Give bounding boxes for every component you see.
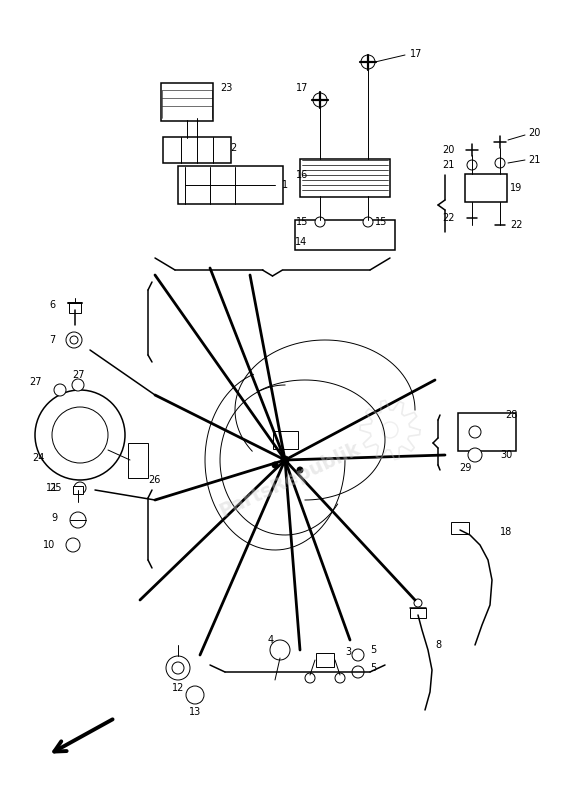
Text: 25: 25 [49, 483, 62, 493]
Bar [73, 486, 83, 494]
Text: 6: 6 [49, 300, 55, 310]
Text: 22: 22 [443, 213, 455, 223]
Circle shape [352, 649, 364, 661]
Text: 21: 21 [528, 155, 541, 165]
Text: 11: 11 [46, 483, 58, 493]
Bar [273, 431, 298, 449]
Text: 23: 23 [220, 83, 233, 93]
Text: 29: 29 [459, 463, 471, 473]
Circle shape [72, 379, 84, 391]
Circle shape [468, 448, 482, 462]
Circle shape [352, 666, 364, 678]
Circle shape [272, 462, 278, 468]
Text: 14: 14 [295, 237, 307, 247]
Bar [163, 137, 231, 163]
Circle shape [52, 407, 108, 463]
Circle shape [469, 426, 481, 438]
Bar [451, 522, 469, 534]
Bar [69, 303, 81, 313]
Circle shape [35, 390, 125, 480]
Bar [465, 174, 507, 202]
Text: 24: 24 [32, 453, 45, 463]
Text: 5: 5 [370, 645, 376, 655]
Text: 5: 5 [370, 663, 376, 673]
Bar [316, 653, 334, 667]
Bar [161, 83, 213, 121]
Text: 19: 19 [510, 183, 522, 193]
Circle shape [270, 640, 290, 660]
Text: 2: 2 [230, 143, 236, 153]
Text: 9: 9 [52, 513, 58, 523]
Circle shape [172, 662, 184, 674]
Text: 17: 17 [296, 83, 309, 93]
Text: 12: 12 [172, 683, 184, 693]
Circle shape [363, 217, 373, 227]
Circle shape [315, 217, 325, 227]
Text: 15: 15 [375, 217, 387, 227]
Text: 20: 20 [528, 128, 541, 138]
Circle shape [414, 599, 422, 607]
Circle shape [382, 422, 398, 438]
Text: 27: 27 [72, 370, 85, 380]
Circle shape [66, 332, 82, 348]
Circle shape [467, 160, 477, 170]
Circle shape [335, 673, 345, 683]
Text: 3: 3 [345, 647, 351, 657]
Circle shape [74, 482, 86, 494]
Text: 28: 28 [505, 410, 517, 420]
Circle shape [361, 55, 375, 69]
Text: 1: 1 [282, 180, 288, 190]
Circle shape [54, 384, 66, 396]
Text: 13: 13 [189, 707, 201, 717]
Circle shape [66, 538, 80, 552]
Text: 21: 21 [443, 160, 455, 170]
Bar [128, 442, 148, 478]
Text: 15: 15 [296, 217, 309, 227]
Bar [300, 159, 390, 197]
Circle shape [313, 93, 327, 107]
Bar [177, 166, 282, 204]
Text: 18: 18 [500, 527, 512, 537]
Bar [295, 220, 395, 250]
Text: 8: 8 [435, 640, 441, 650]
Circle shape [186, 686, 204, 704]
Circle shape [166, 656, 190, 680]
Bar [458, 413, 516, 451]
Text: 7: 7 [49, 335, 55, 345]
Text: 10: 10 [43, 540, 55, 550]
Text: 20: 20 [443, 145, 455, 155]
Circle shape [70, 512, 86, 528]
Circle shape [281, 456, 289, 464]
Text: 30: 30 [500, 450, 512, 460]
Text: 17: 17 [410, 49, 422, 59]
Circle shape [495, 158, 505, 168]
Circle shape [305, 673, 315, 683]
Text: 22: 22 [510, 220, 523, 230]
Text: 16: 16 [296, 170, 308, 180]
Text: PartsRepublik: PartsRepublik [216, 439, 364, 521]
Circle shape [297, 467, 303, 473]
Text: 26: 26 [148, 475, 161, 485]
Circle shape [70, 336, 78, 344]
Text: 4: 4 [268, 635, 274, 645]
Text: 27: 27 [30, 377, 42, 387]
Bar [410, 608, 426, 618]
